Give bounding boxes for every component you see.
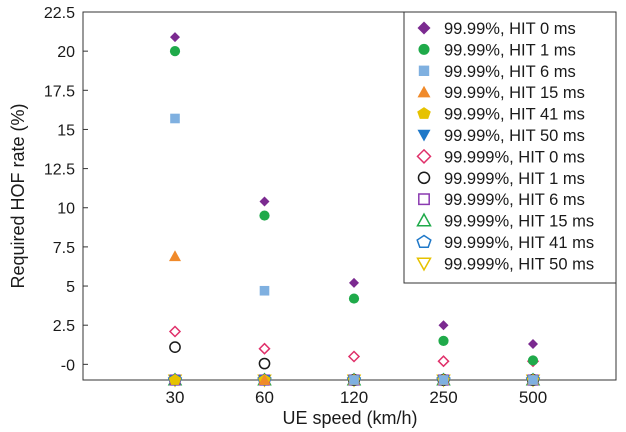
legend-marker [417,129,431,142]
legend-marker [416,148,432,164]
data-point [168,325,182,338]
x-tick-label: 120 [340,388,368,407]
legend-marker [418,193,430,206]
legend-label: 99.99%, HIT 1 ms [444,41,576,59]
data-point [169,250,181,262]
legend-label: 99.99%, HIT 6 ms [444,63,576,81]
data-point [349,277,359,288]
legend-label: 99.99%, HIT 15 ms [444,84,585,102]
legend-label: 99.999%, HIT 15 ms [444,213,594,231]
legend-marker [416,234,432,249]
y-tick-label: 22.5 [44,5,75,22]
data-point [438,375,449,385]
legend-label: 99.999%, HIT 41 ms [444,234,594,252]
legend-marker [418,43,430,55]
legend-label: 99.999%, HIT 6 ms [444,191,585,209]
data-point [438,320,449,331]
data-point [258,342,271,355]
y-tick-label: 17.5 [44,83,75,100]
legend-box [403,11,617,284]
x-axis-label: UE speed (km/h) [282,408,417,428]
legend-marker [417,21,431,35]
legend-label: 99.99%, HIT 50 ms [444,127,585,145]
legend-marker [417,171,431,185]
legend-marker [418,65,430,76]
x-tick-label: 500 [519,388,547,407]
y-tick-label: 5 [66,279,75,296]
data-point [259,210,270,221]
legend-label: 99.999%, HIT 50 ms [444,255,594,273]
legend-marker [417,107,431,119]
data-point [347,350,361,363]
data-point [349,375,359,385]
data-point [348,293,360,304]
data-point [528,375,538,385]
data-point [258,357,271,370]
data-point [527,355,539,366]
y-tick-label: 2.5 [53,318,75,335]
data-points [167,32,541,388]
legend-label: 99.999%, HIT 1 ms [444,170,585,188]
y-tick-label: 10 [57,201,75,218]
data-point [258,374,271,385]
y-tick-label: 20 [57,44,75,61]
data-point [169,46,181,57]
axis-ticks: -0 2.5 5 7.5 10 12.5 15 17.5 20 22.5 30 60 120 250 500 [44,5,547,407]
data-point [169,341,181,353]
x-tick-label: 60 [255,388,274,407]
x-tick-label: 30 [166,388,185,407]
legend-label: 99.99%, HIT 0 ms [444,20,576,38]
data-point [170,113,180,124]
legend-label: 99.99%, HIT 41 ms [444,106,585,124]
legend-marker [416,257,432,272]
legend-entries: 99.99%, HIT 0 ms 99.99%, HIT 1 ms 99.99%, … [416,20,594,273]
data-point [259,196,270,207]
data-point [259,285,270,296]
data-point [170,32,180,43]
x-tick-label: 250 [429,388,457,407]
y-tick-label: 12.5 [44,162,75,179]
legend-label: 99.999%, HIT 0 ms [444,148,585,166]
y-axis-label: Required HOF rate (%) [8,103,28,288]
legend-marker [416,212,432,227]
legend: 99.99%, HIT 0 ms 99.99%, HIT 1 ms 99.99%, … [403,11,617,284]
y-tick-label: 15 [57,122,75,139]
data-point [168,374,182,385]
data-point [437,355,450,368]
y-tick-label: 7.5 [53,240,75,257]
y-tick-label: -0 [61,357,75,374]
data-point [438,335,449,346]
data-point [528,339,538,349]
legend-marker [417,85,431,98]
